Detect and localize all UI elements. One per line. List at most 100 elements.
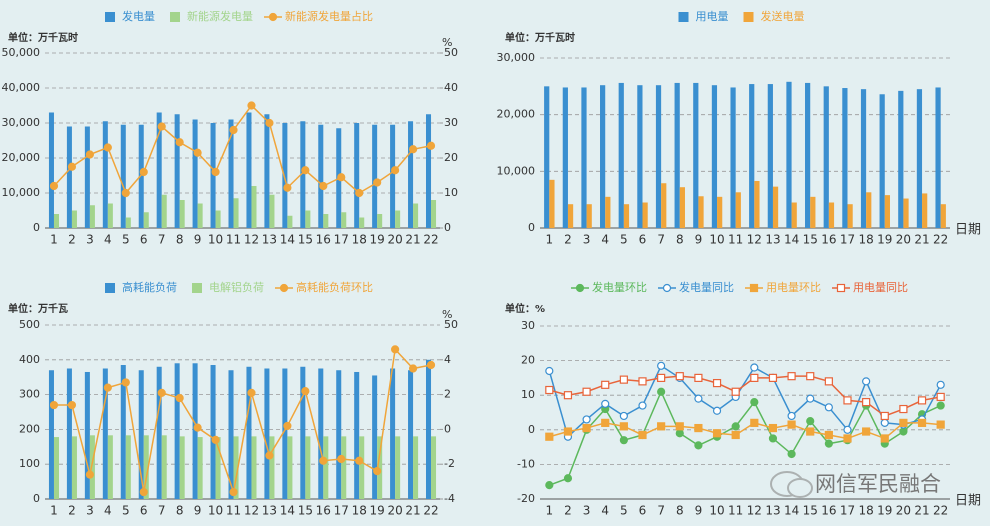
marker [694,373,703,382]
bar [125,435,131,499]
y2-tick-label: 40 [444,81,458,94]
marker [545,366,554,376]
bar [264,368,270,499]
x-tick-label: 10 [709,233,724,247]
legend-label: 高耗能负荷 [122,280,177,294]
bar [341,212,347,228]
marker [936,420,945,429]
marker [843,434,852,443]
marker [750,373,759,382]
marker [355,456,364,465]
bar [549,179,555,228]
y-axis-unit: 单位：% [505,302,545,315]
bar [431,436,437,499]
bar [305,436,311,499]
bar [66,126,72,228]
bar [336,370,342,499]
marker [787,411,796,421]
marker [49,181,59,191]
y-tick-label: 500 [19,318,40,331]
legend-swatch [743,12,754,22]
x-tick-label: 6 [140,233,148,247]
bar [717,196,723,228]
legend-label: 用电量 [696,10,729,23]
marker [563,474,573,483]
bar [823,86,829,228]
bar [138,124,144,228]
marker [283,183,292,192]
marker [545,432,554,441]
bar [269,436,275,499]
bar [754,180,760,228]
marker [899,404,908,414]
marker [139,487,148,497]
bar [71,436,77,499]
marker [373,178,382,187]
y-tick-label: 0 [528,221,535,234]
y-tick-label: 30,000 [2,116,41,129]
marker [731,387,740,396]
marker [545,385,554,395]
marker [67,400,77,410]
bar [791,202,797,228]
marker [862,427,871,436]
x-tick-label: 19 [877,504,892,518]
x-tick-label: 10 [709,504,724,518]
bar [413,203,419,228]
bar [898,90,904,228]
bar [125,217,131,228]
bar [413,436,419,499]
bar [879,94,885,229]
marker [247,101,256,110]
y-axis-unit: 单位：万千瓦时 [8,31,78,44]
x-tick-label: 2 [68,233,76,247]
bar [71,210,77,228]
x-tick-label: 20 [896,233,911,247]
bar [828,202,835,228]
marker [862,398,871,407]
x-tick-label: 1 [545,504,553,518]
marker [391,345,400,354]
bar [679,187,685,228]
marker [675,429,684,438]
marker [694,423,703,433]
marker [675,422,684,431]
x-tick-label: 1 [50,233,58,247]
y-tick-label: 30 [521,319,535,332]
bar [174,114,180,228]
x-tick-label: 18 [858,233,873,247]
x-tick-label: 14 [784,504,799,518]
marker [750,418,759,427]
marker [824,403,833,412]
legend-label: 高耗能负荷环比 [296,280,373,294]
marker [283,421,292,431]
marker [712,406,722,415]
bar [805,82,811,228]
bar [935,87,941,228]
x-tick-label: 21 [914,233,929,247]
marker [917,418,927,427]
marker [749,283,759,293]
marker [601,418,610,427]
y2-tick-label: 4 [444,353,451,366]
bar [390,368,396,499]
y-tick-label: 300 [19,388,40,401]
bar [300,121,306,228]
marker [657,361,666,370]
legend-label: 用电量同比 [853,281,908,294]
x-tick-label: 3 [86,233,94,247]
marker [638,401,647,410]
bar [674,82,680,228]
bar [916,89,923,229]
marker [712,429,722,438]
marker [824,377,833,386]
marker [731,430,740,440]
bar [600,85,606,228]
marker [806,372,815,381]
x-tick-label: 18 [858,504,873,518]
bar [425,114,432,228]
marker [49,400,59,410]
bar [354,371,360,499]
marker [545,481,554,490]
y2-tick-label: 0 [444,221,451,234]
